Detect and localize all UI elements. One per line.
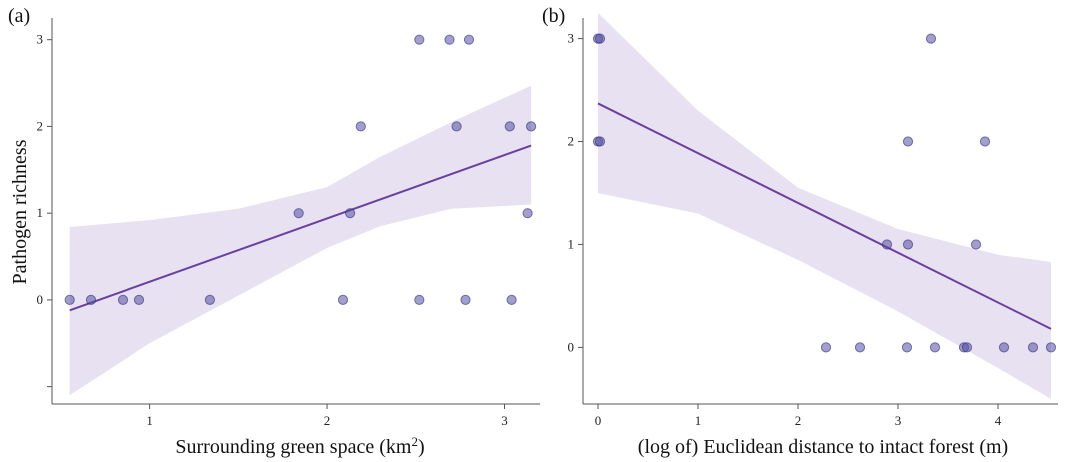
panel-a-x-tick-label-2: 2 <box>324 413 331 428</box>
panel-b-point-8 <box>902 239 914 250</box>
panel-a-point-18 <box>526 121 537 132</box>
panel-b-point-14 <box>970 239 982 250</box>
panel-b-point-9 <box>902 136 914 147</box>
panel-a-point-11 <box>444 34 455 45</box>
panel-a-point-5 <box>293 208 304 219</box>
panel-a-y-tick-label-2: 2 <box>37 118 44 133</box>
panel-a-point-13 <box>460 294 471 305</box>
panel-a-point-17 <box>522 208 533 219</box>
panel-a-y-tick-label-0: 0 <box>37 292 44 307</box>
panel-b-point-1 <box>594 33 606 44</box>
panel-b-y-tick-label-2: 2 <box>568 134 575 149</box>
panel-a-fit-group <box>69 144 532 312</box>
panel-a-point-7 <box>345 208 356 219</box>
panel-a-point-1 <box>85 294 97 305</box>
panel-a-point-10 <box>414 294 425 305</box>
panel-b-point-5 <box>854 342 866 353</box>
panel-a-label: (a) <box>8 5 30 27</box>
panel-b: (b) 0 1 2 3 4 0 1 2 3 (log of) Euclidean distanc… <box>542 5 1058 458</box>
panel-a-x-tick-label-3: 3 <box>501 413 508 428</box>
panel-b-point-18 <box>1045 342 1057 353</box>
panel-a-point-9 <box>414 34 425 45</box>
panel-a-point-15 <box>504 121 515 132</box>
panel-a-point-4 <box>204 294 215 305</box>
panel-b-point-13 <box>961 342 973 353</box>
panel-a-point-16 <box>506 294 517 305</box>
panel-a-axes-group: 1 2 3 0 1 2 3 <box>37 18 540 428</box>
panel-b-point-17 <box>1027 342 1039 353</box>
panel-b-points-group <box>592 33 1057 353</box>
panel-b-point-3 <box>594 136 606 147</box>
panel-a-point-14 <box>463 34 475 45</box>
panel-b-point-7 <box>901 342 913 353</box>
panel-a-ci-band <box>69 85 532 396</box>
panel-b-x-axis-title: (log of) Euclidean distance to intact fo… <box>638 436 1008 458</box>
panel-a-x-axis-title: Surrounding green space (km2) <box>175 434 424 459</box>
panel-a-y-tick-label-3: 3 <box>37 32 44 47</box>
panel-a-y-axis-title: Pathogen richness <box>9 139 31 284</box>
panel-b-ci-band <box>598 12 1051 399</box>
panel-a-point-6 <box>337 294 349 305</box>
panel-b-x-tick-label-2: 2 <box>795 413 802 428</box>
panel-b-x-tick-label-3: 3 <box>895 413 902 428</box>
panel-a-point-3 <box>133 294 145 305</box>
panel-a-point-2 <box>117 294 129 305</box>
panel-b-x-tick-label-4: 4 <box>995 413 1002 428</box>
panel-b-fit-line <box>597 102 1052 330</box>
panel-b-axes-group: 0 1 2 3 4 0 1 2 3 <box>568 18 1058 428</box>
panel-b-y-tick-label-3: 3 <box>568 31 575 46</box>
panel-a-point-12 <box>451 121 462 132</box>
panel-b-point-10 <box>925 33 937 44</box>
panel-b-x-tick-label-1: 1 <box>695 413 702 428</box>
panel-b-y-tick-label-0: 0 <box>568 339 575 354</box>
panel-b-point-6 <box>881 239 893 250</box>
panel-b-point-11 <box>929 342 941 353</box>
panel-a-x-tick-label-1: 1 <box>146 413 153 428</box>
panel-a-point-8 <box>355 121 366 132</box>
panel-b-point-4 <box>820 342 832 353</box>
panel-a-points-group <box>64 34 537 305</box>
panel-b-point-16 <box>998 342 1010 353</box>
panel-a-point-0 <box>64 294 75 305</box>
panel-a: (a) 1 2 3 0 1 2 3 Pathogen richness Surroundin… <box>8 5 540 458</box>
panel-a-fit-line <box>69 144 532 312</box>
panel-b-ci-band-group <box>598 12 1051 399</box>
panel-b-fit-group <box>597 102 1052 330</box>
panel-b-x-tick-label-0: 0 <box>595 413 602 428</box>
panel-b-label: (b) <box>542 5 565 27</box>
panel-a-ci-band-group <box>69 85 532 396</box>
panel-a-y-tick-label-1: 1 <box>37 205 44 220</box>
panel-b-y-tick-label-1: 1 <box>568 236 575 251</box>
panel-b-point-15 <box>979 136 991 147</box>
